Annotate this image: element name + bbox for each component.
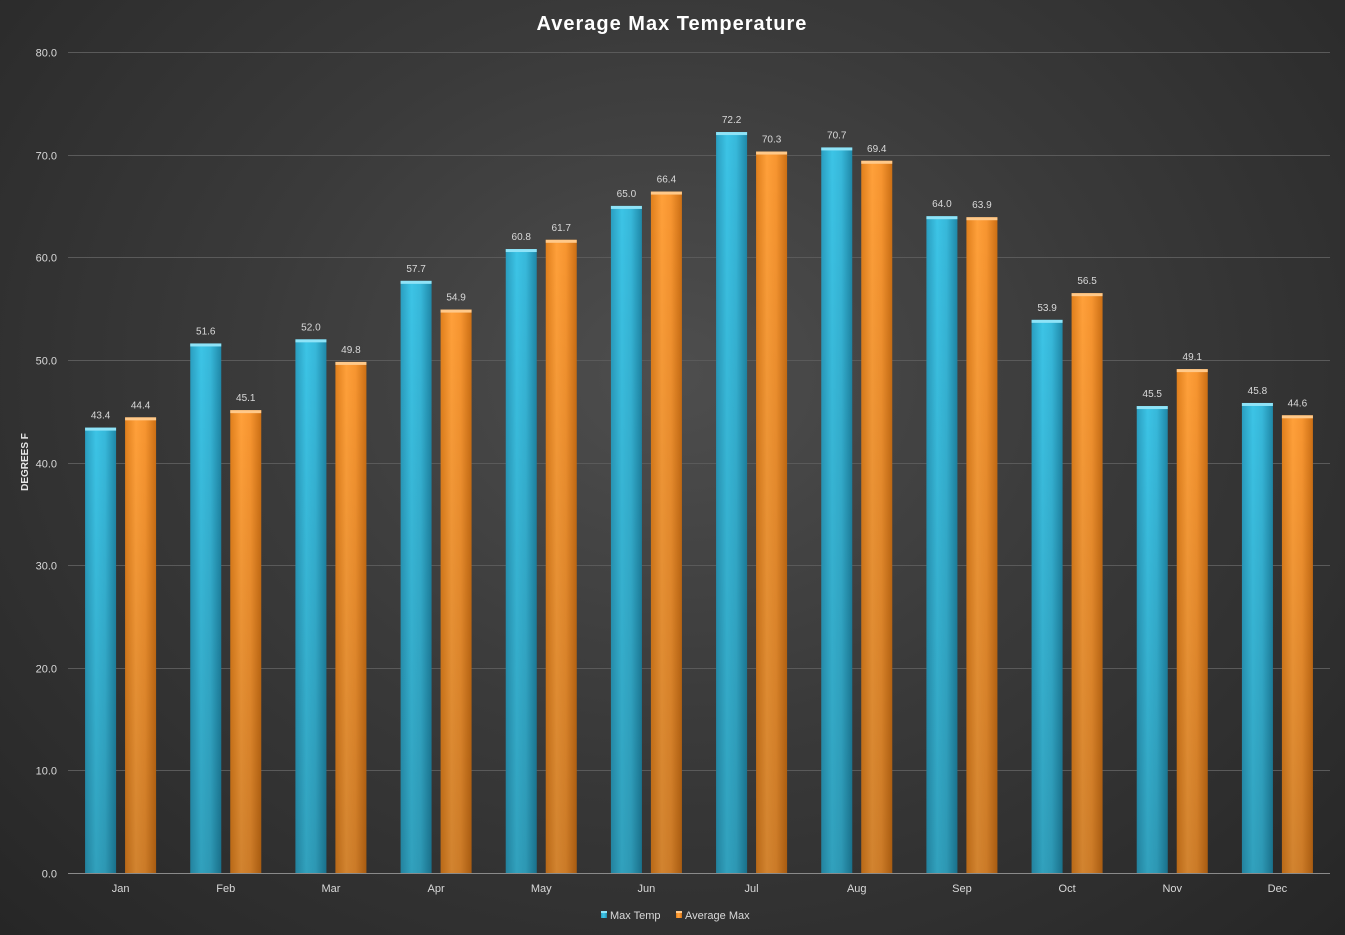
x-tick-label: Apr [428,883,445,895]
y-axis-label: DEGREES F [20,433,31,491]
y-tick-label: 10.0 [36,766,57,778]
data-label: 54.9 [446,293,466,304]
legend-label: Average Max [685,910,750,922]
data-label: 72.2 [722,115,742,126]
bars [85,132,1313,874]
y-tick-label: 40.0 [36,459,57,471]
data-label: 44.4 [131,400,151,411]
x-tick-label: Dec [1268,883,1288,895]
x-tick-label: Sep [952,883,972,895]
x-axis-ticks: Jan Feb Mar Apr May Jun Jul Aug Sep Oct Nov Dec [112,883,1288,895]
data-label: 53.9 [1037,303,1057,314]
bar-average-max [861,160,893,874]
legend-item-max-temp: Max Temp [601,910,661,922]
data-label: 45.5 [1143,389,1163,400]
bar-max-temp [1241,402,1273,873]
bar-average-max [230,410,262,873]
data-label: 49.8 [341,345,361,356]
data-label: 69.4 [867,144,887,155]
bar-average-max [1176,369,1208,873]
x-tick-label: Feb [216,883,235,895]
data-label: 49.1 [1183,352,1203,363]
y-tick-label: 30.0 [36,561,57,573]
y-tick-label: 70.0 [36,151,57,163]
bar-max-temp [821,147,853,873]
x-tick-label: Jul [745,883,759,895]
x-tick-label: Nov [1162,883,1182,895]
bar-average-max [125,417,157,873]
legend-item-average-max: Average Max [676,910,750,922]
data-labels: 43.4 44.4 51.6 45.1 52.0 49.8 57.7 54.9 60.8 61.7… [91,115,1308,422]
data-label: 56.5 [1077,276,1097,287]
data-label: 63.9 [972,200,992,211]
bar-max-temp [400,280,432,873]
bar-average-max [650,191,682,873]
y-tick-label: 0.0 [42,869,57,881]
data-label: 44.6 [1288,398,1308,409]
x-tick-label: Jan [112,883,130,895]
data-label: 45.8 [1248,386,1268,397]
data-label: 60.8 [512,232,532,243]
x-tick-label: Aug [847,883,867,895]
y-tick-label: 50.0 [36,356,57,368]
bar-average-max [966,217,998,873]
x-tick-label: May [531,883,552,895]
data-label: 57.7 [406,264,426,275]
x-tick-label: Mar [321,883,340,895]
gridlines [68,52,1330,771]
bar-average-max [440,309,472,873]
data-label: 70.3 [762,135,782,146]
y-tick-label: 80.0 [36,48,57,60]
bar-max-temp [1031,319,1063,873]
bar-max-temp [926,216,958,873]
legend-label: Max Temp [610,910,661,922]
y-tick-label: 60.0 [36,253,57,265]
data-label: 51.6 [196,326,216,337]
data-label: 61.7 [552,223,572,234]
bar-max-temp [295,339,327,874]
bar-max-temp [505,249,537,874]
data-label: 66.4 [657,175,677,186]
x-tick-label: Jun [638,883,656,895]
data-label: 52.0 [301,322,321,333]
data-label: 64.0 [932,199,952,210]
bar-average-max [545,239,577,873]
bar-max-temp [190,343,222,874]
bar-max-temp [716,132,748,874]
bar-max-temp [85,427,117,873]
y-axis-ticks: 0.0 10.0 20.0 30.0 40.0 50.0 60.0 70.0 80.0 [36,48,57,881]
bar-max-temp [610,205,642,873]
chart-title: Average Max Temperature [537,13,808,35]
legend-swatch [601,911,607,918]
x-tick-label: Oct [1059,883,1076,895]
bar-average-max [1071,293,1103,873]
bar-average-max [335,361,367,873]
bar-average-max [756,151,788,873]
y-tick-label: 20.0 [36,664,57,676]
data-label: 43.4 [91,411,111,422]
legend: Max Temp Average Max [601,910,750,922]
data-label: 65.0 [617,189,637,200]
legend-swatch [676,911,682,918]
bar-max-temp [1136,406,1168,873]
data-label: 70.7 [827,130,847,141]
data-label: 45.1 [236,393,256,404]
bar-average-max [1281,415,1313,873]
